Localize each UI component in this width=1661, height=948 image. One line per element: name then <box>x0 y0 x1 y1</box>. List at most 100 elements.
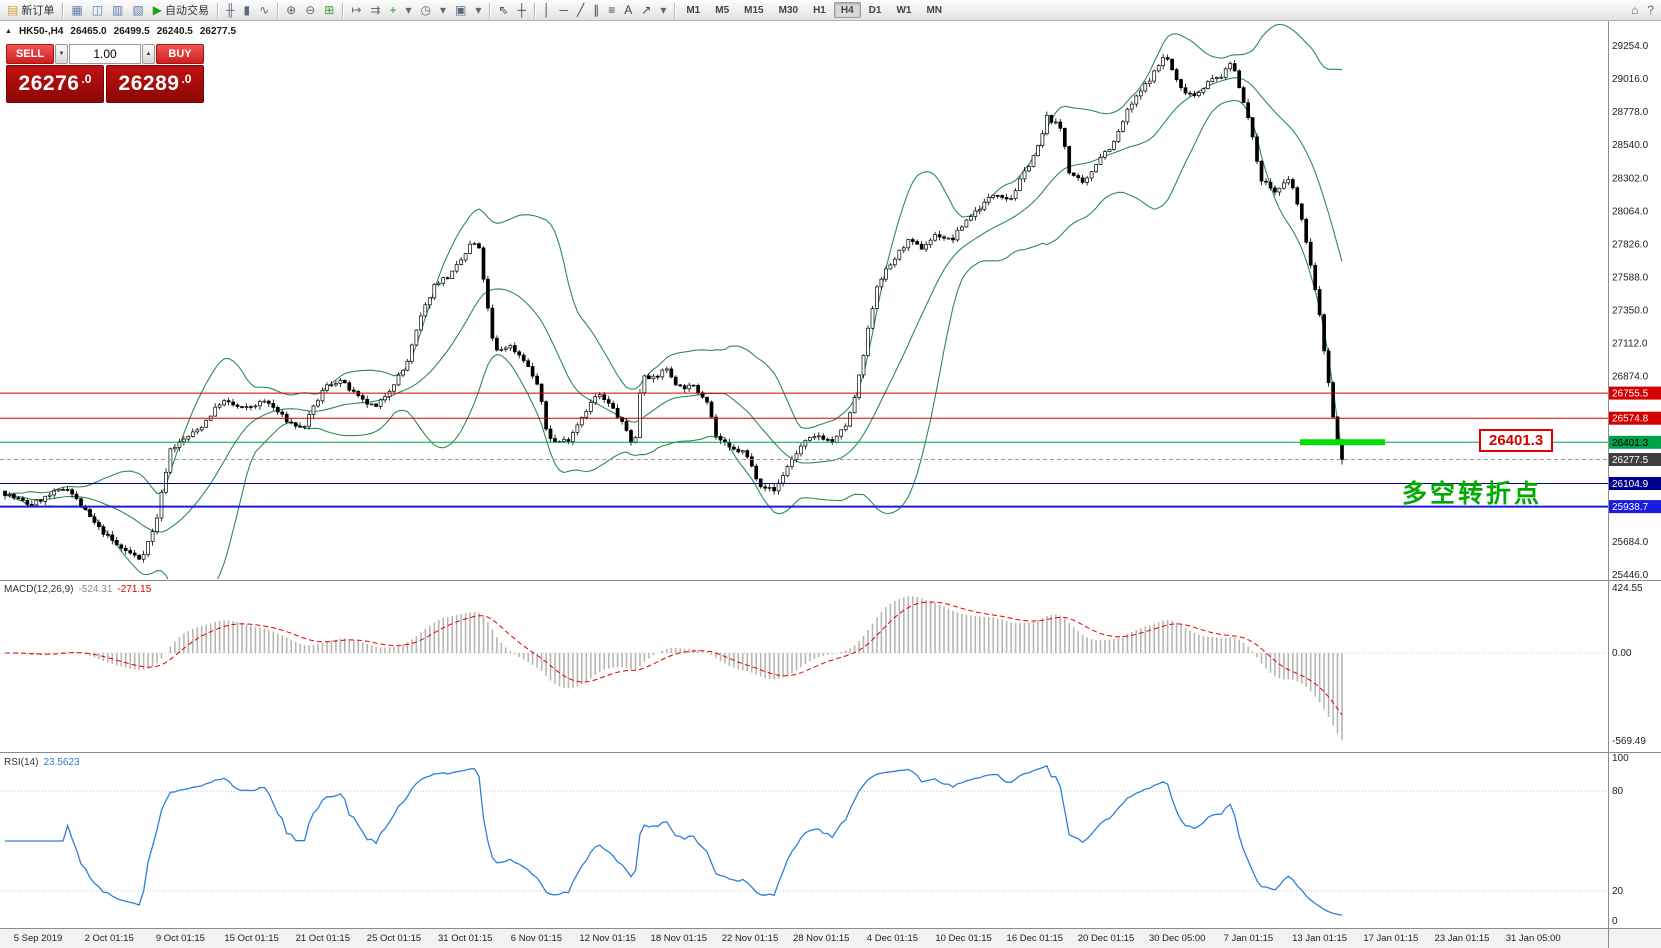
macd-signal-value: -271.15 <box>117 584 152 595</box>
collapse-arrow-icon[interactable]: ▲ <box>5 28 12 35</box>
timeframe-button-h1[interactable]: H1 <box>813 5 826 16</box>
volume-increase-button[interactable]: ▲ <box>142 44 155 64</box>
time-axis-label: 10 Dec 01:15 <box>935 933 992 944</box>
periods-button[interactable]: ◷ <box>417 2 435 19</box>
main-toolbar: ▤ 新订单 ▦ ◫ ▥ ▧ ▶ 自动交易 ╫ ▮ ∿ ⊕ ⊖ ⊞ ↦ ⇉ + ▾ ◷ ▾ ▣ ▾ ⇖ ┼ │ ─ ╱ ∥ ≡ A ↗ ▾ M1 M… <box>0 0 1661 21</box>
price-axis-label: 25684.0 <box>1612 537 1649 548</box>
turning-point-annotation[interactable]: 多空转折点 <box>1402 480 1543 508</box>
candlestick-chart-button[interactable]: ▮ <box>239 2 254 19</box>
main-chart-panel[interactable] <box>0 21 1608 580</box>
macd-signal-line <box>5 601 1343 716</box>
indicators-icon: + <box>389 3 397 17</box>
time-axis-label: 9 Oct 01:15 <box>156 933 205 944</box>
timeframe-button-m5[interactable]: M5 <box>715 5 730 16</box>
toolbar-separator <box>216 2 218 18</box>
trendline-button[interactable]: ╱ <box>573 2 588 19</box>
vertical-line-button[interactable]: │ <box>539 2 555 19</box>
price-axis-label: 29254.0 <box>1612 41 1649 52</box>
time-axis-label: 21 Oct 01:15 <box>296 933 350 944</box>
templates-button[interactable]: ▣ <box>451 2 470 19</box>
channel-button[interactable]: ∥ <box>589 2 603 19</box>
line-chart-button[interactable]: ∿ <box>255 2 273 19</box>
arrow-marker-icon: ↗ <box>641 3 652 17</box>
symbol-info: ▲ HK50-,H4 26465.0 26499.5 26240.5 26277… <box>5 26 236 37</box>
sell-price-tile[interactable]: 26276 .0 <box>6 65 104 103</box>
macd-main-value: -524.31 <box>78 584 113 595</box>
time-axis-label: 25 Oct 01:15 <box>367 933 421 944</box>
price-badge-label: 26574.8 <box>1612 414 1649 425</box>
profiles-button[interactable]: ◫ <box>88 2 107 19</box>
buy-price-tile[interactable]: 26289 .0 <box>106 65 204 103</box>
drawings-dropdown[interactable]: ▾ <box>656 2 670 19</box>
tile-windows-button[interactable]: ⊞ <box>320 2 338 19</box>
price-axis-label: 27588.0 <box>1612 272 1649 283</box>
crosshair-button[interactable]: ┼ <box>513 2 530 19</box>
time-axis-label: 31 Jan 05:00 <box>1506 933 1561 944</box>
chevron-down-icon: ▾ <box>439 3 447 17</box>
toolbar-separator <box>62 2 64 18</box>
timeframe-button-h4[interactable]: H4 <box>833 2 861 18</box>
charts-window-button[interactable]: ▦ <box>67 2 86 19</box>
auto-scroll-button[interactable]: ↦ <box>347 2 365 19</box>
arrows-button[interactable]: ↗ <box>637 2 655 19</box>
timeframe-button-mn[interactable]: MN <box>926 5 943 16</box>
timeframe-button-m30[interactable]: M30 <box>778 5 799 16</box>
zoom-out-button[interactable]: ⊖ <box>301 2 319 19</box>
cursor-button[interactable]: ⇖ <box>494 2 512 19</box>
navigator-icon: ▧ <box>132 3 144 17</box>
bar-chart-icon: ╫ <box>225 3 235 17</box>
buy-button[interactable]: BUY <box>156 44 204 64</box>
bar-low-value: 26240.5 <box>156 26 193 37</box>
navigator-button[interactable]: ▧ <box>128 2 147 19</box>
price-badge-label: 26401.3 <box>1612 438 1649 449</box>
rsi-panel[interactable] <box>0 752 1608 928</box>
sell-button[interactable]: SELL <box>6 44 54 64</box>
one-click-trading-panel: SELL ▼ ▲ BUY 26276 .0 26289 .0 <box>6 44 204 103</box>
symbol-period-label: HK50-,H4 <box>18 26 64 37</box>
bar-close-value: 26277.5 <box>199 26 237 37</box>
timeframe-button-m1[interactable]: M1 <box>686 5 701 16</box>
price-axis-label: 28778.0 <box>1612 107 1649 118</box>
time-axis-label: 22 Nov 01:15 <box>722 933 779 944</box>
timeframe-button-m15[interactable]: M15 <box>744 5 764 16</box>
chart-shift-button[interactable]: ⇉ <box>366 2 384 19</box>
price-axis-label: 27826.0 <box>1612 239 1649 250</box>
fibonacci-button[interactable]: ≡ <box>604 2 619 19</box>
volume-input[interactable] <box>69 44 141 64</box>
price-callout-box[interactable]: 26401.3 <box>1479 429 1554 452</box>
timeframe-button-w1[interactable]: W1 <box>896 5 912 16</box>
horizontal-line-button[interactable]: ─ <box>555 2 572 19</box>
time-axis[interactable] <box>0 928 1661 948</box>
rsi-indicator-label: RSI(14) 23.5623 <box>4 757 80 768</box>
window-icon: ⌂ <box>1631 3 1639 17</box>
time-axis-label: 4 Dec 01:15 <box>867 933 918 944</box>
macd-indicator-label: MACD(12,26,9) -524.31 -271.15 <box>4 584 151 595</box>
price-badge-26104.9 <box>1609 477 1661 490</box>
candlestick-series <box>3 53 1344 563</box>
market-watch-button[interactable]: ▥ <box>108 2 127 19</box>
indicators-dropdown[interactable]: ▾ <box>401 2 415 19</box>
zoom-in-button[interactable]: ⊕ <box>282 2 300 19</box>
price-axis[interactable] <box>1608 21 1661 928</box>
autotrade-button[interactable]: ▶ 自动交易 <box>149 2 213 19</box>
time-axis-label: 31 Oct 01:15 <box>438 933 492 944</box>
text-button[interactable]: A <box>620 2 636 19</box>
templates-dropdown[interactable]: ▾ <box>471 2 485 19</box>
time-axis-label: 6 Nov 01:15 <box>511 933 562 944</box>
horizontal-line-icon: ─ <box>559 3 568 17</box>
help-button[interactable]: ? <box>1643 2 1658 19</box>
periods-dropdown[interactable]: ▾ <box>436 2 450 19</box>
price-badge-label: 25938.7 <box>1612 502 1649 513</box>
bar-high-value: 26499.5 <box>113 26 150 37</box>
indicators-button[interactable]: + <box>385 2 400 19</box>
fibonacci-icon: ≡ <box>608 3 616 17</box>
bar-chart-button[interactable]: ╫ <box>222 2 239 19</box>
volume-decrease-button[interactable]: ▼ <box>55 44 68 64</box>
timeframe-button-d1[interactable]: D1 <box>868 5 882 16</box>
chart-window-icon: ▦ <box>71 3 83 17</box>
window-layout-button[interactable]: ⌂ <box>1627 2 1642 19</box>
macd-panel[interactable] <box>0 580 1608 752</box>
zoom-in-icon: ⊕ <box>286 3 297 17</box>
new-order-button[interactable]: ▤ 新订单 <box>3 2 58 19</box>
